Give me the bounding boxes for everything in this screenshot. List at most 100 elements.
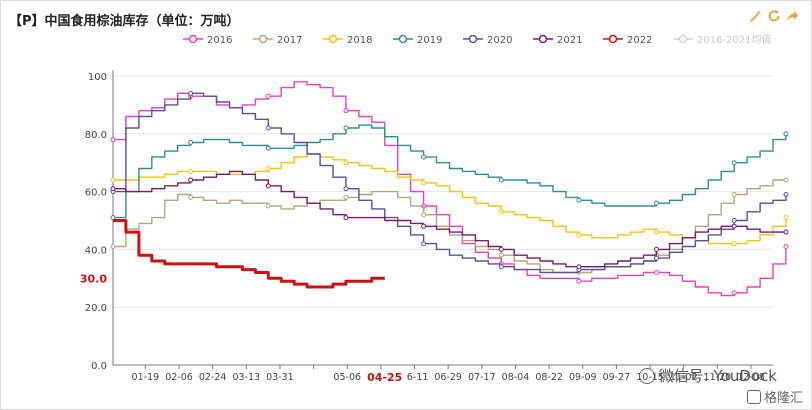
series-point — [265, 165, 271, 171]
magic-icon[interactable] — [749, 9, 763, 23]
series-line — [113, 124, 787, 219]
series-point — [731, 218, 737, 223]
x-tick-label: 03-31 — [266, 372, 294, 383]
y-tick-label: 80.0 — [85, 130, 107, 141]
legend-item[interactable]: 2016 — [183, 34, 232, 46]
x-tick-label: 11-02 — [670, 372, 698, 383]
series-point — [265, 203, 271, 209]
watermark-wechat: 微信号: YouDock — [638, 365, 777, 386]
series-point — [265, 145, 271, 151]
highlight-y-bg — [81, 270, 109, 286]
grid — [113, 75, 773, 308]
y-tick-label: 40.0 — [85, 245, 107, 256]
series-point — [110, 177, 116, 183]
series-lines — [110, 81, 789, 297]
x-tick-label: 02-24 — [199, 372, 227, 383]
legend-swatch-marker — [188, 34, 198, 44]
legend-label: 2017 — [277, 35, 302, 46]
legend-item[interactable]: 2019 — [393, 34, 442, 46]
x-tick-label: 07-17 — [468, 372, 496, 383]
legend-item[interactable]: 2022 — [603, 34, 652, 46]
x-tick-label: 09-27 — [603, 372, 631, 383]
series-point — [654, 200, 660, 206]
series-point — [498, 177, 504, 183]
y-tick-label: 20.0 — [85, 303, 107, 314]
legend-label: 2016 — [207, 35, 232, 46]
share-icon[interactable] — [785, 9, 799, 23]
series-line — [113, 153, 787, 245]
highlight-y-label: 30.0 — [80, 272, 107, 285]
series-point — [576, 197, 582, 203]
series-point — [343, 215, 349, 221]
legend-item[interactable]: 2016-2021均值 — [673, 33, 772, 46]
legend-swatch-marker — [678, 34, 688, 44]
series-point — [188, 168, 194, 174]
series-point — [654, 246, 660, 252]
x-tick-label: 11-20 — [704, 372, 732, 383]
legend-label: 2021 — [557, 35, 582, 46]
y-axis: 0.0 20.0 40.0 60.0 80.0 100 — [85, 70, 114, 372]
series-point — [783, 177, 789, 183]
series-point — [783, 215, 789, 221]
series-point — [421, 212, 427, 218]
series-point — [421, 241, 427, 247]
series-line — [113, 170, 786, 268]
legend-label: 2018 — [347, 35, 372, 46]
x-tick-label: 08-04 — [502, 372, 530, 383]
legend-item[interactable]: 2017 — [253, 34, 302, 46]
series-line — [113, 219, 385, 289]
legend-swatch-marker — [468, 34, 478, 44]
legend-swatch-marker — [538, 34, 548, 44]
series-point — [343, 186, 349, 192]
legend: 2016 2017 2018 2019 2020 2021 2022 2016-2021均值 — [183, 33, 772, 46]
series-2021 — [110, 170, 789, 270]
series-point — [110, 186, 116, 192]
series-point — [343, 108, 349, 114]
series-line — [113, 92, 787, 274]
x-tick-label: 12-08 — [737, 372, 765, 383]
legend-label: 2020 — [487, 35, 512, 46]
series-point — [783, 244, 789, 250]
series-point — [576, 232, 582, 238]
series-point — [188, 177, 194, 183]
series-point — [731, 290, 737, 296]
series-point — [731, 160, 737, 166]
x-tick-label: 05-06 — [333, 372, 361, 383]
legend-swatch-marker — [258, 34, 268, 44]
x-tick-label: 08-22 — [535, 372, 563, 383]
series-point — [188, 90, 194, 96]
series-point — [265, 93, 271, 99]
x-tick-label: 06-29 — [434, 372, 462, 383]
legend-item[interactable]: 2021 — [533, 34, 582, 46]
series-point — [421, 154, 427, 160]
series-point — [498, 264, 504, 270]
highlight-x-label: 04-25 — [367, 371, 402, 384]
legend-swatch-marker — [608, 34, 618, 44]
series-point — [421, 180, 427, 186]
series-point — [783, 229, 789, 235]
y-tick-label: 0.0 — [91, 361, 107, 372]
legend-item[interactable]: 2018 — [323, 34, 372, 46]
x-tick-label: 09-09 — [569, 372, 597, 383]
series-point — [576, 264, 582, 270]
series-2020 — [110, 90, 789, 274]
legend-label: 2019 — [417, 35, 442, 46]
x-tick-label: 02-06 — [165, 372, 193, 383]
series-point — [265, 183, 271, 189]
series-point — [265, 125, 271, 131]
wechat-icon — [638, 367, 655, 384]
chart-toolbar — [749, 9, 799, 23]
highlight-labels: 30.0 04-25 — [80, 270, 407, 384]
series-point — [731, 223, 737, 229]
legend-item[interactable]: 2020 — [463, 34, 512, 46]
refresh-icon[interactable] — [767, 9, 781, 23]
series-point — [654, 229, 660, 235]
series-point — [731, 191, 737, 197]
series-2022 — [113, 219, 385, 289]
series-point — [498, 252, 504, 258]
watermark-text: 微信号: YouDock — [658, 367, 777, 385]
legend-label: 2022 — [627, 35, 652, 46]
highlight-x-bg — [362, 370, 407, 384]
